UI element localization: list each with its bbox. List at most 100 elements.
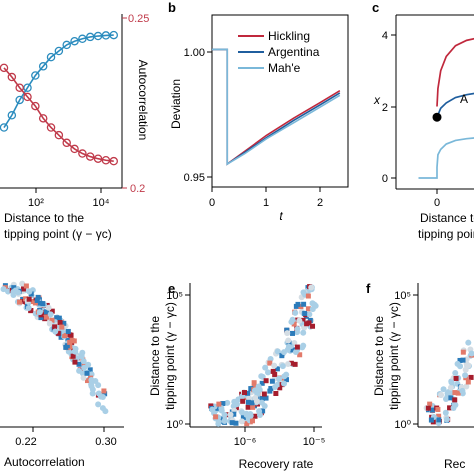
- panel-f-point: [460, 357, 466, 363]
- legend-label-mahe: Mah'e: [268, 61, 301, 75]
- panel-b-ytick-label: 1.00: [184, 47, 205, 59]
- panel-d-point: [95, 401, 102, 408]
- panel-d-point: [95, 390, 102, 397]
- panel-a-xtick-label: 10⁴: [93, 197, 110, 209]
- panel-e-point: [263, 395, 269, 401]
- legend-label-argentina: Argentina: [268, 45, 320, 59]
- panel-a-point: [62, 40, 71, 50]
- panel-e-ytick-label: 10⁰: [166, 419, 183, 431]
- panel-e-xtick-label: 10⁻⁶: [234, 436, 257, 448]
- panel-e-point: [249, 418, 255, 424]
- panel-e-point: [300, 317, 306, 323]
- panel-f-point: [452, 390, 458, 396]
- panel-e-point: [294, 326, 301, 333]
- panel-f-point: [452, 402, 459, 409]
- panel-e: e 10⁵ 10⁰ 10⁻⁶ 10⁻⁵ Distance to the tipp…: [148, 281, 325, 471]
- panel-f-point: [438, 391, 445, 398]
- panel-c-xlabel-line1: Distance to: [420, 211, 474, 225]
- panel-a-xtick-label: 10²: [28, 197, 44, 209]
- panel-a-y2tick-label: 0.2: [130, 183, 145, 195]
- panel-e-point: [253, 398, 260, 405]
- panel-a-point: [70, 36, 79, 46]
- panel-f-ytick-label: 10⁵: [394, 290, 411, 302]
- panel-e-point: [241, 390, 247, 396]
- panel-e-point: [292, 361, 298, 367]
- panel-c-marker-point: [432, 112, 442, 122]
- panel-e-point: [285, 337, 292, 344]
- panel-d-point: [67, 339, 73, 345]
- panel-f-point: [447, 405, 453, 411]
- panel-b-letter: b: [168, 0, 176, 15]
- panel-f-point: [460, 349, 466, 355]
- panel-e-point: [245, 390, 251, 396]
- panel-d-point: [19, 280, 26, 287]
- panel-a: 10² 10⁴ 0.25 0.2 Autocorrelation Distanc…: [0, 13, 150, 241]
- panel-f-point: [435, 406, 441, 412]
- panel-e-point: [238, 418, 245, 425]
- panel-f-point: [462, 366, 469, 373]
- panel-e-point: [295, 301, 301, 307]
- panel-d-point: [45, 304, 52, 311]
- panel-e-point: [239, 409, 246, 416]
- panel-e-point: [252, 413, 258, 419]
- panel-d-point: [68, 332, 74, 338]
- panel-d-point: [84, 378, 90, 384]
- panel-a-xlabel-line2: tipping point (γ − γc): [4, 227, 112, 241]
- panel-d-point: [76, 361, 82, 367]
- panel-d-point: [78, 353, 85, 360]
- panel-b-xtick-label: 0: [209, 197, 215, 209]
- panel-d-point: [84, 370, 90, 376]
- panel-f-point: [447, 384, 454, 391]
- panel-e-point: [274, 348, 281, 355]
- panel-d-point: [47, 311, 54, 318]
- panel-e-point: [248, 386, 254, 392]
- panel-b-xtick-label: 1: [263, 197, 269, 209]
- panel-d-plot: [0, 280, 109, 415]
- panel-e-point: [251, 380, 257, 386]
- panel-e-point: [240, 414, 246, 420]
- panel-e-point: [300, 342, 307, 349]
- panel-d: 0.22 0.30 Autocorrelation: [0, 280, 124, 469]
- panel-b-ytick-label: 0.95: [184, 172, 205, 184]
- panel-e-point: [224, 399, 231, 406]
- panel-d-point: [101, 388, 107, 394]
- panel-d-point: [72, 348, 79, 355]
- panel-a-point: [15, 95, 24, 105]
- panel-d-point: [49, 317, 55, 323]
- panel-d-point: [102, 391, 108, 397]
- panel-d-point: [62, 333, 68, 339]
- panel-e-point: [221, 417, 228, 424]
- panel-d-point: [56, 315, 62, 321]
- panel-d-point: [81, 364, 88, 371]
- panel-c-series-0: [436, 37, 474, 107]
- panel-a-point: [46, 52, 56, 62]
- panel-e-point: [273, 391, 279, 397]
- panel-d-point: [23, 283, 29, 289]
- panel-e-point: [276, 375, 283, 382]
- panel-e-point: [285, 361, 292, 368]
- panel-f-point: [453, 375, 459, 381]
- panel-f-xlabel: Rec: [444, 457, 465, 471]
- panel-b-series-2: [212, 48, 341, 166]
- panel-e-point: [296, 317, 303, 324]
- panel-d-point: [64, 343, 70, 349]
- panel-e-point: [309, 306, 316, 313]
- panel-f-point: [425, 405, 431, 411]
- panel-e-ylabel-line2: tipping point (γ − γc): [163, 302, 177, 410]
- panel-b-plot: [212, 48, 341, 166]
- panel-c-annotation: A: [460, 92, 468, 106]
- panel-d-point: [52, 324, 58, 330]
- panel-e-point: [208, 403, 214, 409]
- panel-e-point: [297, 352, 303, 358]
- panel-a-point: [0, 63, 9, 73]
- panel-a-point: [101, 156, 111, 165]
- panel-e-xtick-label: 10⁻⁵: [303, 436, 326, 448]
- panel-d-point: [12, 287, 19, 294]
- panel-b: b 0 1 2 1.00 0.95 Deviation t Hickling A…: [168, 0, 349, 223]
- panel-e-point: [255, 383, 262, 390]
- panel-e-point: [285, 343, 292, 350]
- panel-d-point: [58, 334, 64, 340]
- panel-f-point: [459, 387, 466, 394]
- panel-d-point: [57, 320, 63, 326]
- panel-f-ylabel-line2: tipping point (γ − γc): [387, 302, 401, 410]
